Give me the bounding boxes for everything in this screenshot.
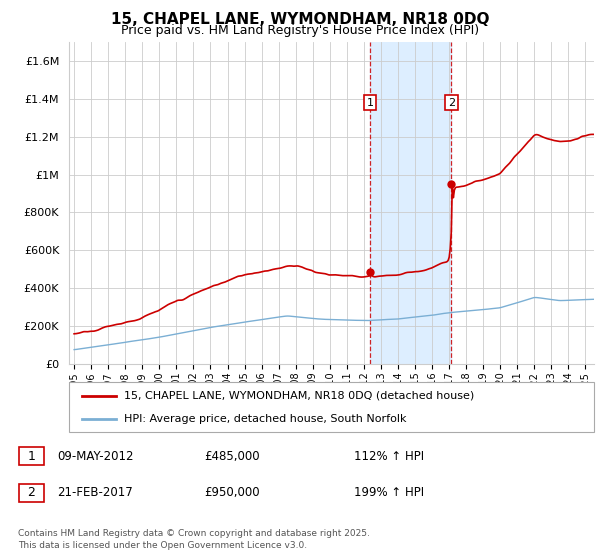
Text: 2: 2 <box>448 97 455 108</box>
FancyBboxPatch shape <box>69 382 594 432</box>
Text: 1: 1 <box>28 450 35 463</box>
Text: HPI: Average price, detached house, South Norfolk: HPI: Average price, detached house, Sout… <box>124 414 407 424</box>
Text: 199% ↑ HPI: 199% ↑ HPI <box>354 486 424 500</box>
Text: 09-MAY-2012: 09-MAY-2012 <box>57 450 133 463</box>
Text: £485,000: £485,000 <box>204 450 260 463</box>
Text: 2: 2 <box>28 486 35 500</box>
Text: Price paid vs. HM Land Registry's House Price Index (HPI): Price paid vs. HM Land Registry's House … <box>121 24 479 36</box>
Text: £950,000: £950,000 <box>204 486 260 500</box>
Text: 15, CHAPEL LANE, WYMONDHAM, NR18 0DQ: 15, CHAPEL LANE, WYMONDHAM, NR18 0DQ <box>111 12 489 27</box>
Text: 21-FEB-2017: 21-FEB-2017 <box>57 486 133 500</box>
Bar <box>370 42 451 364</box>
FancyBboxPatch shape <box>19 447 44 465</box>
FancyBboxPatch shape <box>19 484 44 502</box>
Text: 112% ↑ HPI: 112% ↑ HPI <box>354 450 424 463</box>
Text: 1: 1 <box>367 97 374 108</box>
Text: Contains HM Land Registry data © Crown copyright and database right 2025.
This d: Contains HM Land Registry data © Crown c… <box>18 529 370 550</box>
Text: 15, CHAPEL LANE, WYMONDHAM, NR18 0DQ (detached house): 15, CHAPEL LANE, WYMONDHAM, NR18 0DQ (de… <box>124 390 475 400</box>
